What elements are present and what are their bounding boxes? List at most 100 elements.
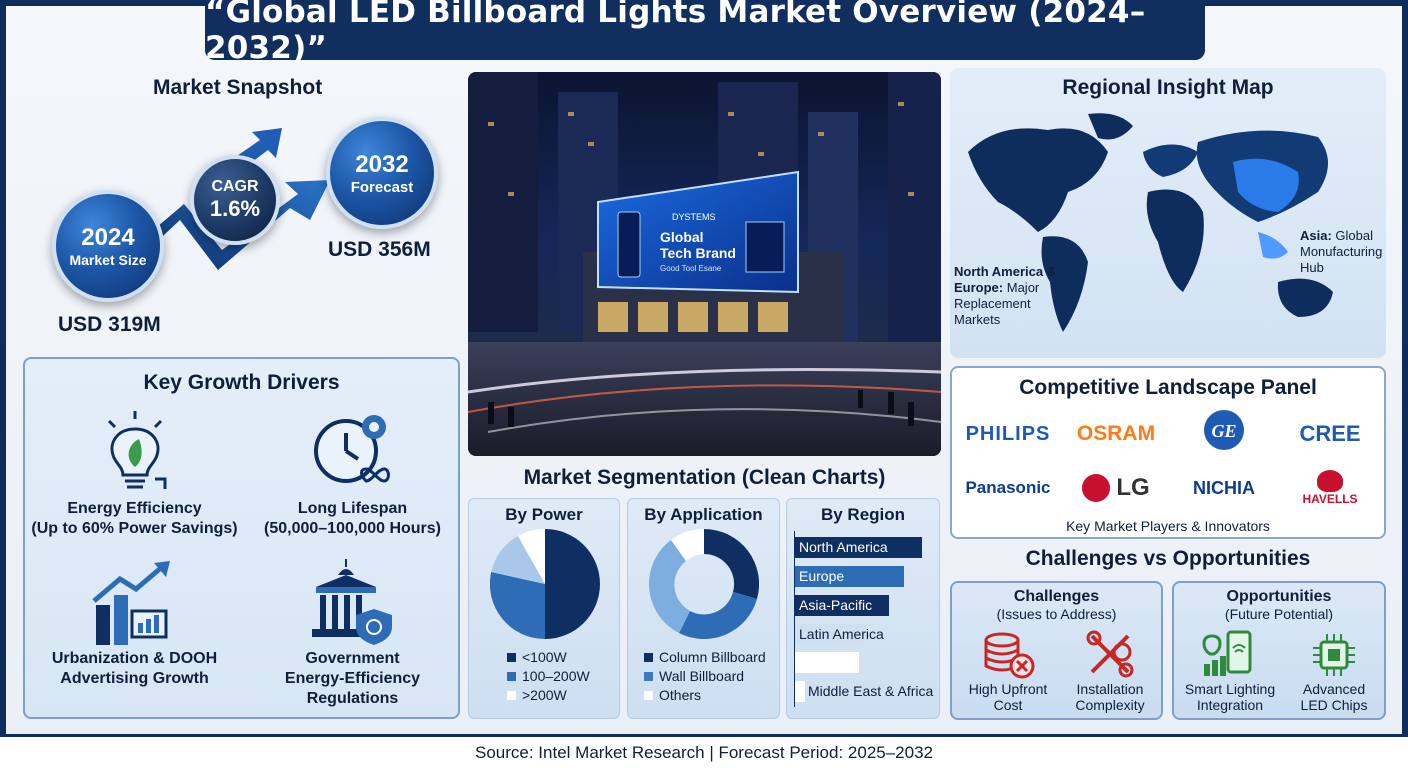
city-billboard-photo: DYSTEMS Global Tech Brand Good Tool Esan… bbox=[468, 72, 941, 456]
power-slice-gt200w-a bbox=[491, 536, 545, 584]
power-legend-1: <100W bbox=[507, 649, 567, 665]
app-slice-light bbox=[649, 540, 690, 633]
by-application-title: By Application bbox=[644, 505, 763, 524]
by-region-title: By Region bbox=[820, 505, 906, 524]
smart-phone-bulb-icon bbox=[1202, 630, 1252, 676]
challenge-upfront-cost: High Upfront Cost bbox=[956, 629, 1060, 713]
challenges-note: (Issues to Address) bbox=[996, 606, 1117, 622]
billboard-brand: DYSTEMS bbox=[672, 212, 716, 222]
opportunity-smart-lighting: Smart Lighting Integration bbox=[1178, 629, 1282, 713]
map-title: Regional Insight Map bbox=[1062, 76, 1274, 99]
map-note-asia: Asia: Global Monufacturing Hub bbox=[1300, 228, 1383, 275]
start-year-bubble: 2024 Market Size bbox=[52, 190, 164, 302]
driver-1-sub: (Up to 60% Power Savings) bbox=[31, 520, 238, 537]
app-slice-others bbox=[671, 529, 704, 561]
cagr-value: 1.6% bbox=[209, 196, 261, 221]
power-legend-2: 100–200W bbox=[507, 668, 590, 684]
world-map-icon bbox=[968, 113, 1333, 332]
by-application-card: By Application Column Billboard Wall Bil… bbox=[627, 498, 780, 719]
bulb-leaf-icon bbox=[107, 411, 166, 489]
region-bar-europe: Europe bbox=[795, 566, 904, 587]
driver-4-label: Government bbox=[305, 650, 400, 667]
challenge-installation: Installation Complexity bbox=[1058, 629, 1162, 713]
competition-title: Competitive Landscape Panel bbox=[1019, 376, 1317, 399]
by-region-card: By Region North America Europe Asia-Paci… bbox=[786, 498, 940, 719]
end-label: Forecast bbox=[350, 178, 414, 196]
tools-icon bbox=[1086, 630, 1134, 678]
competitive-panel: Competitive Landscape Panel PHILIPS OSRA… bbox=[950, 366, 1386, 539]
source-footer: Source: Intel Market Research | Forecast… bbox=[0, 734, 1408, 768]
region-bar-north-america: North America bbox=[795, 537, 922, 558]
chip-icon bbox=[1313, 634, 1355, 676]
driver-3-sub: Advertising Growth bbox=[60, 670, 209, 687]
challenges-title: Challenges bbox=[1013, 588, 1100, 605]
havells-emblem-icon bbox=[1317, 470, 1343, 492]
region-label-mea: Middle East & Africa bbox=[808, 683, 934, 699]
driver-2-label: Long Lifespan bbox=[297, 500, 408, 517]
city-growth-icon bbox=[91, 560, 170, 645]
power-legend-3: >200W bbox=[507, 687, 567, 703]
svg-text:GE: GE bbox=[1211, 421, 1236, 441]
coins-icon bbox=[984, 632, 1035, 679]
logo-osram: OSRAM bbox=[1076, 422, 1156, 445]
cvo-title: Challenges vs Opportunities bbox=[1025, 547, 1311, 570]
city-night-scene: DYSTEMS Global Tech Brand Good Tool Esan… bbox=[468, 72, 941, 456]
cagr-label: CAGR bbox=[211, 178, 259, 195]
driver-3-label: Urbanization & DOOH bbox=[51, 650, 218, 667]
start-label: Market Size bbox=[69, 252, 147, 268]
end-year: 2032 bbox=[355, 150, 409, 178]
logo-panasonic: Panasonic bbox=[965, 478, 1051, 497]
driver-long-lifespan: Long Lifespan (50,000–100,000 Hours) bbox=[245, 404, 460, 539]
lg-emblem-icon bbox=[1082, 474, 1111, 502]
challenges-box: Challenges (Issues to Address) High Upfr… bbox=[950, 581, 1163, 720]
opportunities-title: Opportunities bbox=[1226, 588, 1332, 605]
app-legend-3: Others bbox=[644, 687, 701, 703]
logo-havells: HAVELLS bbox=[1278, 466, 1382, 510]
logo-lg: LG bbox=[1064, 466, 1168, 510]
region-axis bbox=[794, 531, 795, 707]
billboard-line3: Good Tool Esane bbox=[660, 264, 722, 273]
end-year-bubble: 2032 Forecast bbox=[326, 117, 438, 229]
start-value: USD 319M bbox=[58, 313, 161, 336]
billboard-line2: Tech Brand bbox=[660, 245, 736, 261]
opportunity-led-chips: Advanced LED Chips bbox=[1282, 629, 1386, 713]
snapshot-title: Market Snapshot bbox=[153, 76, 323, 99]
driver-1-label: Energy Efficiency bbox=[67, 500, 202, 517]
logo-nichia: NICHIA bbox=[1193, 477, 1255, 498]
logo-ge: GE bbox=[1172, 408, 1276, 452]
region-bar-asia-pacific: Asia-Pacific bbox=[795, 595, 889, 616]
region-bar-mea: Middle East & Africa bbox=[795, 681, 933, 702]
opportunities-note: (Future Potential) bbox=[1224, 606, 1334, 622]
driver-energy-efficiency: Energy Efficiency (Up to 60% Power Savin… bbox=[27, 404, 242, 539]
end-value: USD 356M bbox=[328, 238, 431, 261]
region-bar-blank bbox=[795, 652, 859, 673]
drivers-title: Key Growth Drivers bbox=[143, 371, 340, 394]
regional-map-panel: Regional Insight Map North America & Eur… bbox=[950, 68, 1386, 358]
growth-drivers-panel: Key Growth Drivers Energy Efficiency (Up… bbox=[23, 357, 460, 719]
cagr-bubble: CAGR 1.6% bbox=[190, 155, 280, 245]
by-application-donut bbox=[649, 529, 759, 639]
billboard-line1: Global bbox=[660, 229, 704, 245]
government-building-icon bbox=[311, 558, 392, 645]
app-slice-column bbox=[704, 529, 759, 599]
app-slice-wall bbox=[679, 592, 757, 639]
clock-gear-icon bbox=[313, 415, 390, 483]
by-power-card: By Power <100W 100–200W >200W bbox=[468, 498, 620, 719]
driver-government: Government Energy-Efficiency Regulations bbox=[245, 554, 460, 709]
by-power-pie bbox=[490, 529, 600, 639]
logo-philips: PHILIPS bbox=[965, 422, 1051, 445]
power-slice-gt200w-b bbox=[518, 529, 545, 584]
title-bar: “Global LED Billboard Lights Market Over… bbox=[205, 0, 1205, 66]
driver-urbanization: Urbanization & DOOH Advertising Growth bbox=[27, 554, 242, 689]
opportunities-box: Opportunities (Future Potential) Smart L… bbox=[1172, 581, 1386, 720]
page-title: “Global LED Billboard Lights Market Over… bbox=[205, 0, 1146, 66]
driver-4-sub: Energy-Efficiency bbox=[284, 670, 421, 687]
power-slice-lt100w bbox=[545, 529, 600, 639]
start-year: 2024 bbox=[81, 224, 135, 251]
by-power-title: By Power bbox=[505, 505, 583, 524]
app-legend-2: Wall Billboard bbox=[644, 668, 744, 684]
logo-cree: CREE bbox=[1299, 421, 1361, 446]
ge-emblem-icon: GE bbox=[1204, 410, 1244, 450]
power-slice-100-200w bbox=[490, 572, 545, 639]
region-bar-latin-america: Latin America bbox=[795, 624, 884, 645]
